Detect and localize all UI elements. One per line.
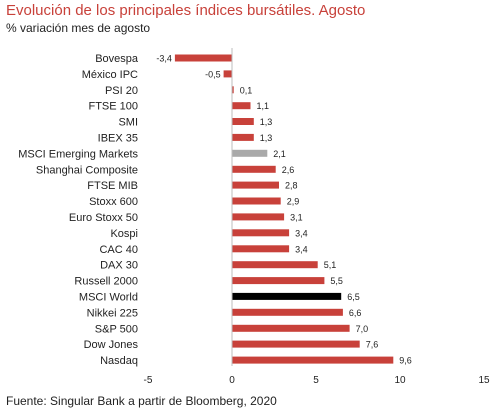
bar-12 bbox=[232, 245, 290, 253]
category-label-17: S&P 500 bbox=[95, 323, 138, 335]
category-label-4: SMI bbox=[118, 117, 138, 129]
chart-title: Evolución de los principales índices bur… bbox=[6, 2, 366, 19]
value-label-5: 1,3 bbox=[260, 133, 273, 143]
category-label-1: México IPC bbox=[82, 69, 138, 81]
x-axis: -5 0 5 10 15 bbox=[144, 48, 490, 386]
value-label-3: 1,1 bbox=[257, 101, 270, 111]
value-label-10: 3,1 bbox=[290, 212, 303, 222]
chart-subtitle: % variación mes de agosto bbox=[6, 21, 151, 35]
bar-13 bbox=[232, 261, 318, 269]
category-label-5: IBEX 35 bbox=[98, 132, 138, 144]
category-label-13: DAX 30 bbox=[100, 260, 138, 272]
bar-3 bbox=[232, 102, 251, 110]
category-label-11: Kospi bbox=[110, 228, 138, 240]
value-label-12: 3,4 bbox=[295, 244, 308, 254]
value-label-6: 2,1 bbox=[273, 149, 286, 159]
value-label-17: 7,0 bbox=[356, 324, 369, 334]
category-label-2: PSI 20 bbox=[105, 85, 138, 97]
bar-11 bbox=[232, 229, 290, 237]
category-labels-group: Bovespa México IPC PSI 20 FTSE 100 SMI IBEX 3… bbox=[18, 53, 139, 367]
bar-19 bbox=[232, 356, 394, 364]
value-label-19: 9,6 bbox=[399, 356, 412, 366]
x-tick-label-3: 10 bbox=[394, 375, 406, 386]
bar-8 bbox=[232, 181, 279, 189]
category-label-12: CAC 40 bbox=[99, 244, 138, 256]
category-label-9: Stoxx 600 bbox=[89, 196, 138, 208]
value-label-7: 2,6 bbox=[282, 165, 295, 175]
value-label-16: 6,6 bbox=[349, 308, 362, 318]
bar-7 bbox=[232, 165, 276, 173]
x-tick-label-1: 0 bbox=[229, 375, 235, 386]
category-label-6: MSCI Emerging Markets bbox=[18, 148, 138, 160]
value-label-1: -0,5 bbox=[205, 69, 221, 79]
value-label-9: 2,9 bbox=[287, 197, 300, 207]
category-label-14: Russell 2000 bbox=[74, 276, 138, 288]
bar-5 bbox=[232, 133, 254, 141]
category-label-0: Bovespa bbox=[95, 53, 139, 65]
bar-9 bbox=[232, 197, 281, 205]
bar-15 bbox=[232, 292, 342, 300]
category-label-15: MSCI World bbox=[79, 291, 138, 303]
value-label-2: 0,1 bbox=[240, 85, 253, 95]
value-label-13: 5,1 bbox=[324, 260, 337, 270]
x-tick-label-2: 5 bbox=[313, 375, 319, 386]
bar-16 bbox=[232, 308, 343, 316]
x-tick-label-0: -5 bbox=[144, 375, 153, 386]
bar-2 bbox=[232, 86, 234, 94]
value-label-0: -3,4 bbox=[156, 54, 172, 64]
category-label-19: Nasdaq bbox=[100, 355, 138, 367]
bar-14 bbox=[232, 277, 325, 285]
value-label-4: 1,3 bbox=[260, 117, 273, 127]
category-label-8: FTSE MIB bbox=[87, 180, 138, 192]
x-tick-label-4: 15 bbox=[478, 375, 490, 386]
bar-0 bbox=[174, 54, 232, 62]
value-label-15: 6,5 bbox=[347, 292, 360, 302]
bar-4 bbox=[232, 118, 254, 125]
source-note: Fuente: Singular Bank a partir de Bloomb… bbox=[6, 394, 277, 408]
bar-6 bbox=[232, 149, 268, 157]
value-label-11: 3,4 bbox=[295, 228, 308, 238]
value-labels-group: -3,4-0,50,11,11,31,32,12,62,82,93,13,43,… bbox=[156, 54, 411, 366]
bar-18 bbox=[232, 340, 360, 348]
category-label-16: Nikkei 225 bbox=[87, 307, 138, 319]
value-label-8: 2,8 bbox=[285, 181, 298, 191]
category-label-18: Dow Jones bbox=[84, 339, 139, 351]
value-label-18: 7,6 bbox=[366, 340, 379, 350]
category-label-7: Shanghai Composite bbox=[36, 164, 138, 176]
bar-17 bbox=[232, 324, 350, 332]
category-label-10: Euro Stoxx 50 bbox=[69, 212, 138, 224]
bars-group bbox=[174, 54, 394, 364]
bar-10 bbox=[232, 213, 285, 221]
bar-1 bbox=[223, 70, 232, 78]
category-label-3: FTSE 100 bbox=[88, 101, 138, 113]
value-label-14: 5,5 bbox=[330, 276, 343, 286]
